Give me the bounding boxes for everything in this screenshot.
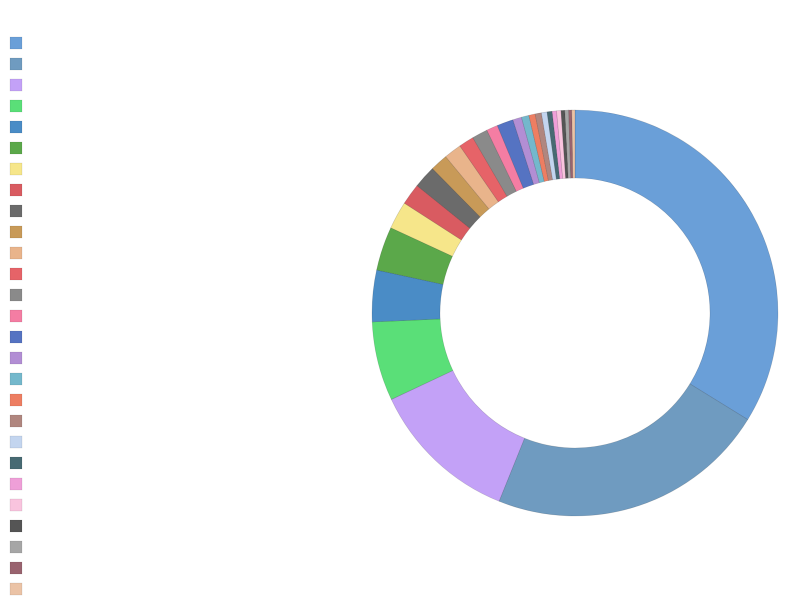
legend-swatch xyxy=(9,519,23,533)
donut-slice xyxy=(564,109,572,179)
legend-swatch xyxy=(9,456,23,470)
legend-swatch xyxy=(9,141,23,155)
donut-slice xyxy=(512,116,540,185)
legend-swatch xyxy=(9,225,23,239)
donut-slice xyxy=(431,156,490,218)
donut-slice xyxy=(541,111,557,181)
legend-swatch xyxy=(9,78,23,92)
legend-swatch xyxy=(9,57,23,71)
legend-swatch xyxy=(9,99,23,113)
legend-swatch xyxy=(9,351,23,365)
donut-slice xyxy=(416,168,481,229)
legend-swatch xyxy=(9,288,23,302)
donut-slice xyxy=(568,109,574,179)
donut-slice xyxy=(571,109,576,179)
legend-swatch xyxy=(9,267,23,281)
legend-swatch xyxy=(9,393,23,407)
legend xyxy=(9,36,23,596)
donut-slice xyxy=(403,185,471,241)
legend-swatch xyxy=(9,477,23,491)
legend-swatch xyxy=(9,309,23,323)
donut-slice xyxy=(546,110,561,180)
legend-swatch xyxy=(9,435,23,449)
donut-slice xyxy=(371,269,444,323)
legend-swatch xyxy=(9,330,23,344)
donut-slice xyxy=(496,119,535,189)
legend-swatch xyxy=(9,246,23,260)
legend-swatch xyxy=(9,162,23,176)
donut-slice xyxy=(472,129,517,197)
legend-swatch xyxy=(9,540,23,554)
donut-slice xyxy=(574,109,779,421)
donut-slice xyxy=(551,110,564,180)
donut-slice xyxy=(390,202,462,257)
legend-swatch xyxy=(9,582,23,596)
legend-swatch xyxy=(9,183,23,197)
donut-slice xyxy=(371,318,454,400)
donut-slice xyxy=(528,113,549,182)
legend-swatch xyxy=(9,498,23,512)
legend-swatch xyxy=(9,561,23,575)
legend-swatch xyxy=(9,120,23,134)
legend-swatch xyxy=(9,414,23,428)
donut-slice xyxy=(498,383,749,517)
legend-swatch xyxy=(9,204,23,218)
donut-slice xyxy=(521,114,545,184)
donut xyxy=(371,109,779,517)
donut-slice xyxy=(560,109,569,179)
legend-swatch xyxy=(9,36,23,50)
legend-swatch xyxy=(9,372,23,386)
